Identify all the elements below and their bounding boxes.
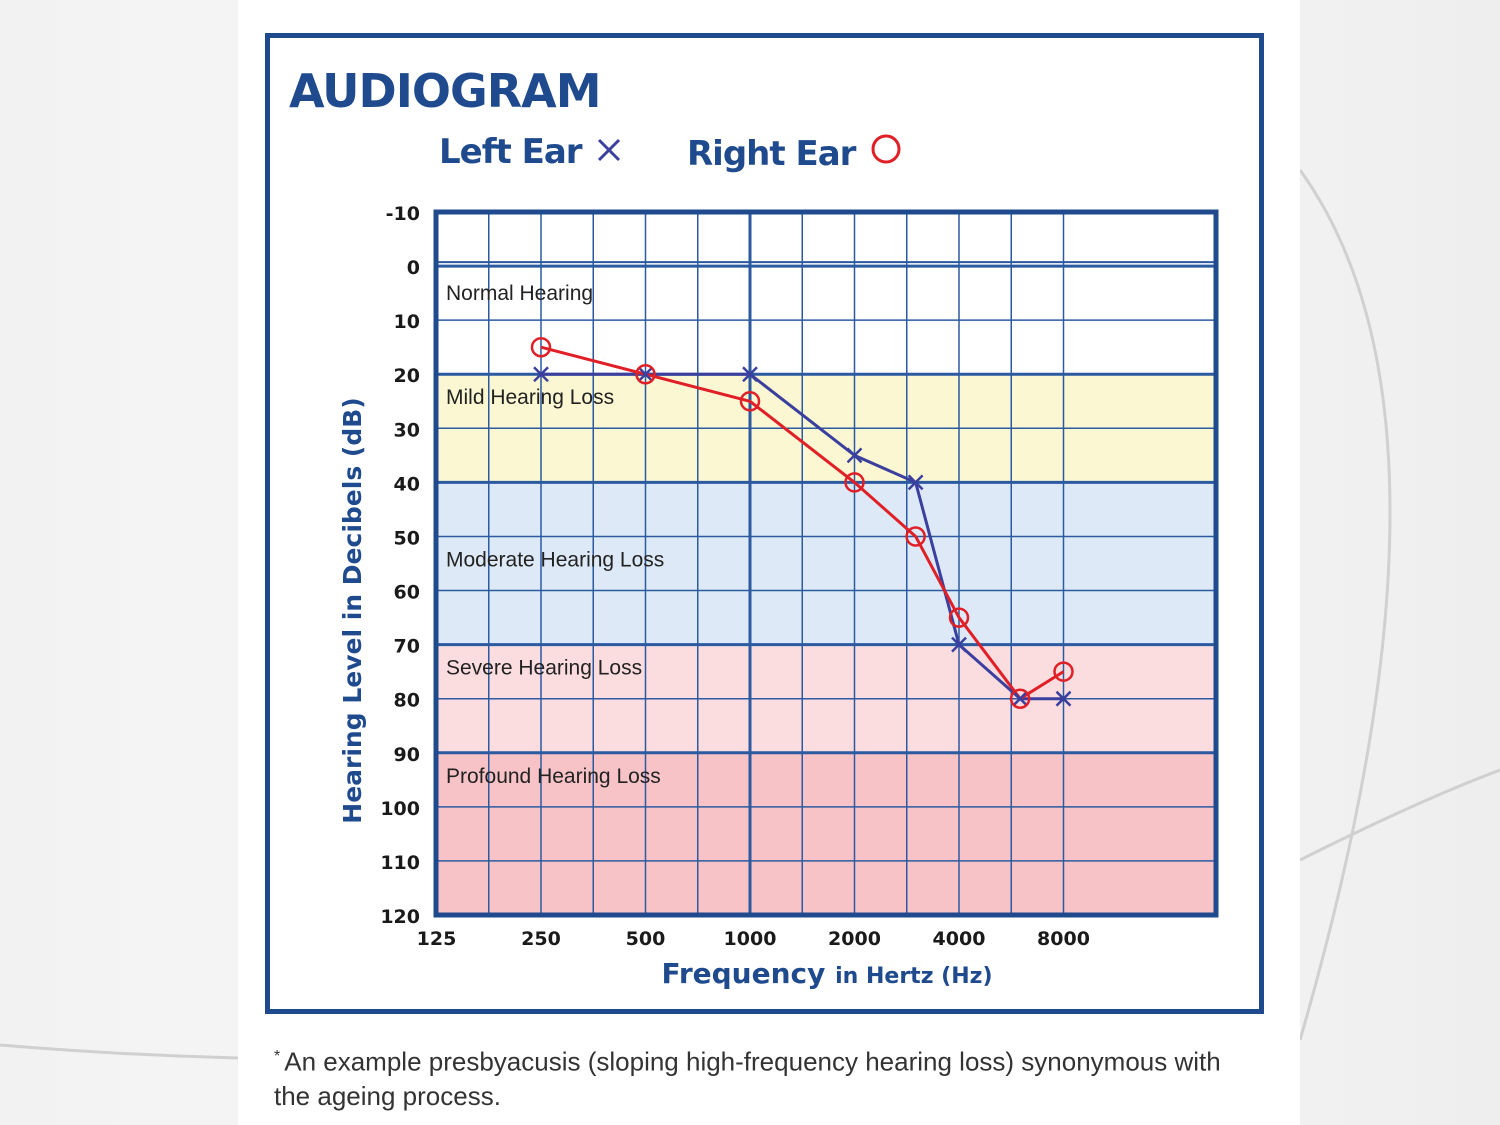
x-tick-label: 1000 [724, 928, 777, 950]
y-tick-label: 40 [394, 473, 420, 495]
audiogram-chart: Normal Hearing Mild Hearing Loss Moderate … [338, 203, 1219, 990]
series-line-left-ear [541, 372, 1064, 701]
cross-stroke [637, 366, 654, 383]
y-axis-title: Hearing Level in Decibels (dB) [338, 397, 367, 823]
left-ear-point [951, 636, 967, 653]
right-ear-point [739, 391, 761, 412]
cross-stroke [1012, 690, 1029, 707]
severity-band [436, 482, 1216, 645]
x-axis-title-rest: in Hertz (Hz) [835, 964, 992, 989]
left-ear-point [1012, 690, 1029, 707]
audiogram-card: AUDIOGRAM Left Ear Right Ear Normal Hear… [238, 0, 1300, 1125]
right-ear-point [635, 363, 656, 385]
cross-stroke [846, 447, 863, 464]
y-tick-label: 120 [380, 906, 420, 928]
footnote: * An example presbyacusis (sloping high-f… [274, 1040, 1254, 1113]
y-tick-label: -10 [386, 203, 420, 225]
right-ear-point [1053, 661, 1074, 682]
x-tick-label: 2000 [828, 928, 881, 950]
x-tick-label: 4000 [933, 928, 986, 950]
right-ear-point [844, 472, 865, 493]
left-ear-point [907, 474, 924, 491]
cross-stroke [533, 366, 549, 383]
cross-stroke [951, 636, 967, 653]
circle-marker-icon [869, 132, 903, 175]
y-tick-label: 60 [394, 582, 420, 604]
right-ear-point [1009, 688, 1031, 709]
x-axis-title: Frequency in Hertz (Hz) [662, 957, 993, 990]
footnote-text: An example presbyacusis (sloping high-fr… [274, 1046, 1221, 1111]
plot-border [433, 209, 1219, 918]
cross-marker-icon [596, 132, 622, 172]
left-ear-point [1055, 690, 1072, 707]
y-tick-label: 70 [394, 636, 420, 658]
cross-stroke [742, 366, 758, 383]
band-label: Mild Hearing Loss [446, 386, 614, 409]
y-tick-label: 20 [394, 365, 420, 387]
severity-band [436, 752, 1216, 915]
chart-title: AUDIOGRAM [289, 64, 601, 118]
series-line-right-ear [540, 345, 1065, 701]
x-axis-title-main: Frequency [662, 957, 836, 990]
x-tick-label: 125 [417, 928, 457, 950]
severity-band [436, 212, 1216, 375]
y-tick-label: 50 [394, 527, 420, 549]
y-tick-label: 110 [380, 852, 420, 874]
y-tick-label: 30 [394, 419, 420, 441]
band-label: Moderate Hearing Loss [446, 548, 664, 571]
x-tick-label: 500 [626, 928, 666, 950]
band-label: Severe Hearing Loss [446, 657, 642, 680]
y-tick-label: 80 [394, 690, 420, 712]
x-tick-label: 250 [521, 928, 561, 950]
chart-frame [265, 33, 1264, 1014]
right-ear-point [905, 526, 926, 547]
cross-stroke [1055, 690, 1072, 707]
x-tick-label: 8000 [1037, 928, 1090, 950]
y-tick-label: 90 [394, 744, 420, 766]
legend-right-ear: Right Ear [687, 132, 903, 175]
legend-right-ear-label: Right Ear [687, 133, 856, 174]
y-tick-label: 10 [394, 311, 420, 333]
right-ear-point [948, 607, 970, 628]
band-label: Normal Hearing [446, 282, 593, 305]
legend-left-ear-label: Left Ear [439, 132, 583, 172]
legend-left-ear: Left Ear [439, 132, 622, 172]
left-ear-point [533, 366, 549, 383]
y-tick-label: 100 [380, 798, 420, 820]
cross-stroke [907, 474, 924, 491]
band-label: Profound Hearing Loss [446, 765, 661, 788]
left-ear-point [637, 366, 654, 383]
left-ear-point [846, 447, 863, 464]
y-tick-label: 0 [407, 257, 420, 279]
right-ear-point [530, 336, 552, 358]
left-ear-point [742, 366, 758, 383]
footnote-star: * [274, 1048, 281, 1065]
